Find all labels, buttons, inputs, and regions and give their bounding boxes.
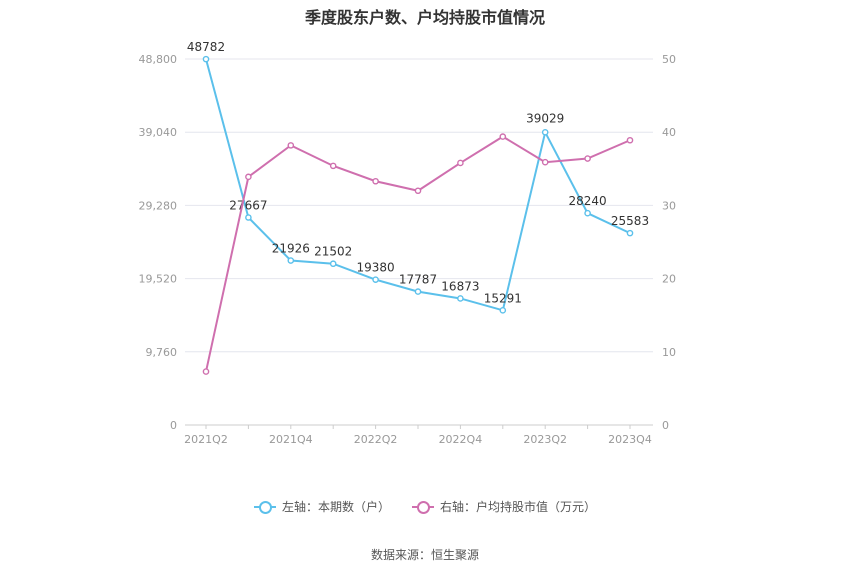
- y-left-tick-label: 9,760: [146, 346, 178, 359]
- data-label: 28240: [569, 194, 607, 208]
- data-label: 21502: [314, 245, 352, 259]
- x-tick-label: 2022Q4: [439, 433, 483, 446]
- data-label: 25583: [611, 214, 649, 228]
- chart-title: 季度股东户数、户均持股市值情况: [304, 8, 545, 27]
- data-label: 48782: [187, 40, 225, 54]
- data-point-avg-value: [372, 177, 379, 185]
- y-left-tick-label: 0: [170, 419, 177, 432]
- data-point-avg-value: [584, 155, 591, 162]
- x-tick-label: 2022Q2: [354, 433, 398, 446]
- y-left-tick-label: 29,280: [139, 199, 178, 212]
- data-point-avg-value: [287, 142, 295, 149]
- data-label: 21926: [272, 242, 310, 256]
- y-left-tick-label: 39,040: [139, 126, 178, 139]
- x-tick-label: 2023Q2: [523, 433, 567, 446]
- data-label: 27667: [229, 198, 267, 212]
- data-point-avg-value: [329, 162, 337, 170]
- data-point-holders: [329, 260, 337, 268]
- data-point-holders: [245, 214, 252, 221]
- x-tick-label: 2021Q4: [269, 433, 313, 446]
- data-label: 15291: [484, 291, 522, 305]
- y-right-tick-label: 20: [662, 273, 676, 286]
- y-left-tick-label: 19,520: [139, 273, 178, 286]
- data-point-holders: [541, 128, 549, 136]
- data-point-holders: [457, 295, 464, 302]
- legend-right-label: 右轴：户均持股市值（万元）: [440, 500, 597, 514]
- data-point-avg-value: [499, 133, 507, 140]
- chart-legend: 左轴：本期数（户） 右轴：户均持股市值（万元）: [0, 498, 850, 515]
- data-point-holders: [202, 55, 210, 63]
- source-note: 数据来源：恒生聚源: [370, 548, 479, 562]
- y-left-tick-label: 48,800: [139, 53, 178, 66]
- y-right-tick-label: 0: [662, 419, 669, 432]
- data-label: 17787: [399, 273, 437, 287]
- y-right-tick-label: 30: [662, 199, 676, 212]
- data-label: 16873: [441, 279, 479, 293]
- data-point-avg-value: [202, 368, 210, 375]
- legend-item-right-series[interactable]: 右轴：户均持股市值（万元）: [412, 498, 596, 515]
- data-point-avg-value: [414, 187, 422, 195]
- data-point-avg-value: [457, 159, 464, 167]
- data-point-avg-value: [541, 158, 549, 166]
- data-point-avg-value: [626, 136, 634, 144]
- legend-right-line-icon: [412, 500, 434, 514]
- legend-item-left-series[interactable]: 左轴：本期数（户）: [253, 498, 390, 515]
- data-point-holders: [372, 276, 379, 283]
- data-point-holders: [626, 229, 634, 237]
- data-point-holders: [414, 288, 422, 295]
- data-point-holders: [499, 307, 507, 314]
- data-point-holders: [287, 257, 295, 264]
- legend-left-label: 左轴：本期数（户）: [281, 500, 390, 514]
- x-tick-label: 2021Q2: [184, 433, 228, 446]
- legend-left-line-icon: [253, 500, 276, 514]
- data-point-holders: [584, 209, 591, 217]
- y-right-tick-label: 50: [662, 53, 676, 66]
- x-tick-label: 2023Q4: [608, 433, 652, 446]
- y-right-tick-label: 10: [662, 346, 676, 359]
- data-label: 39029: [526, 111, 564, 125]
- data-point-avg-value: [245, 173, 252, 181]
- y-right-tick-label: 40: [662, 126, 676, 139]
- data-label: 19380: [357, 261, 395, 275]
